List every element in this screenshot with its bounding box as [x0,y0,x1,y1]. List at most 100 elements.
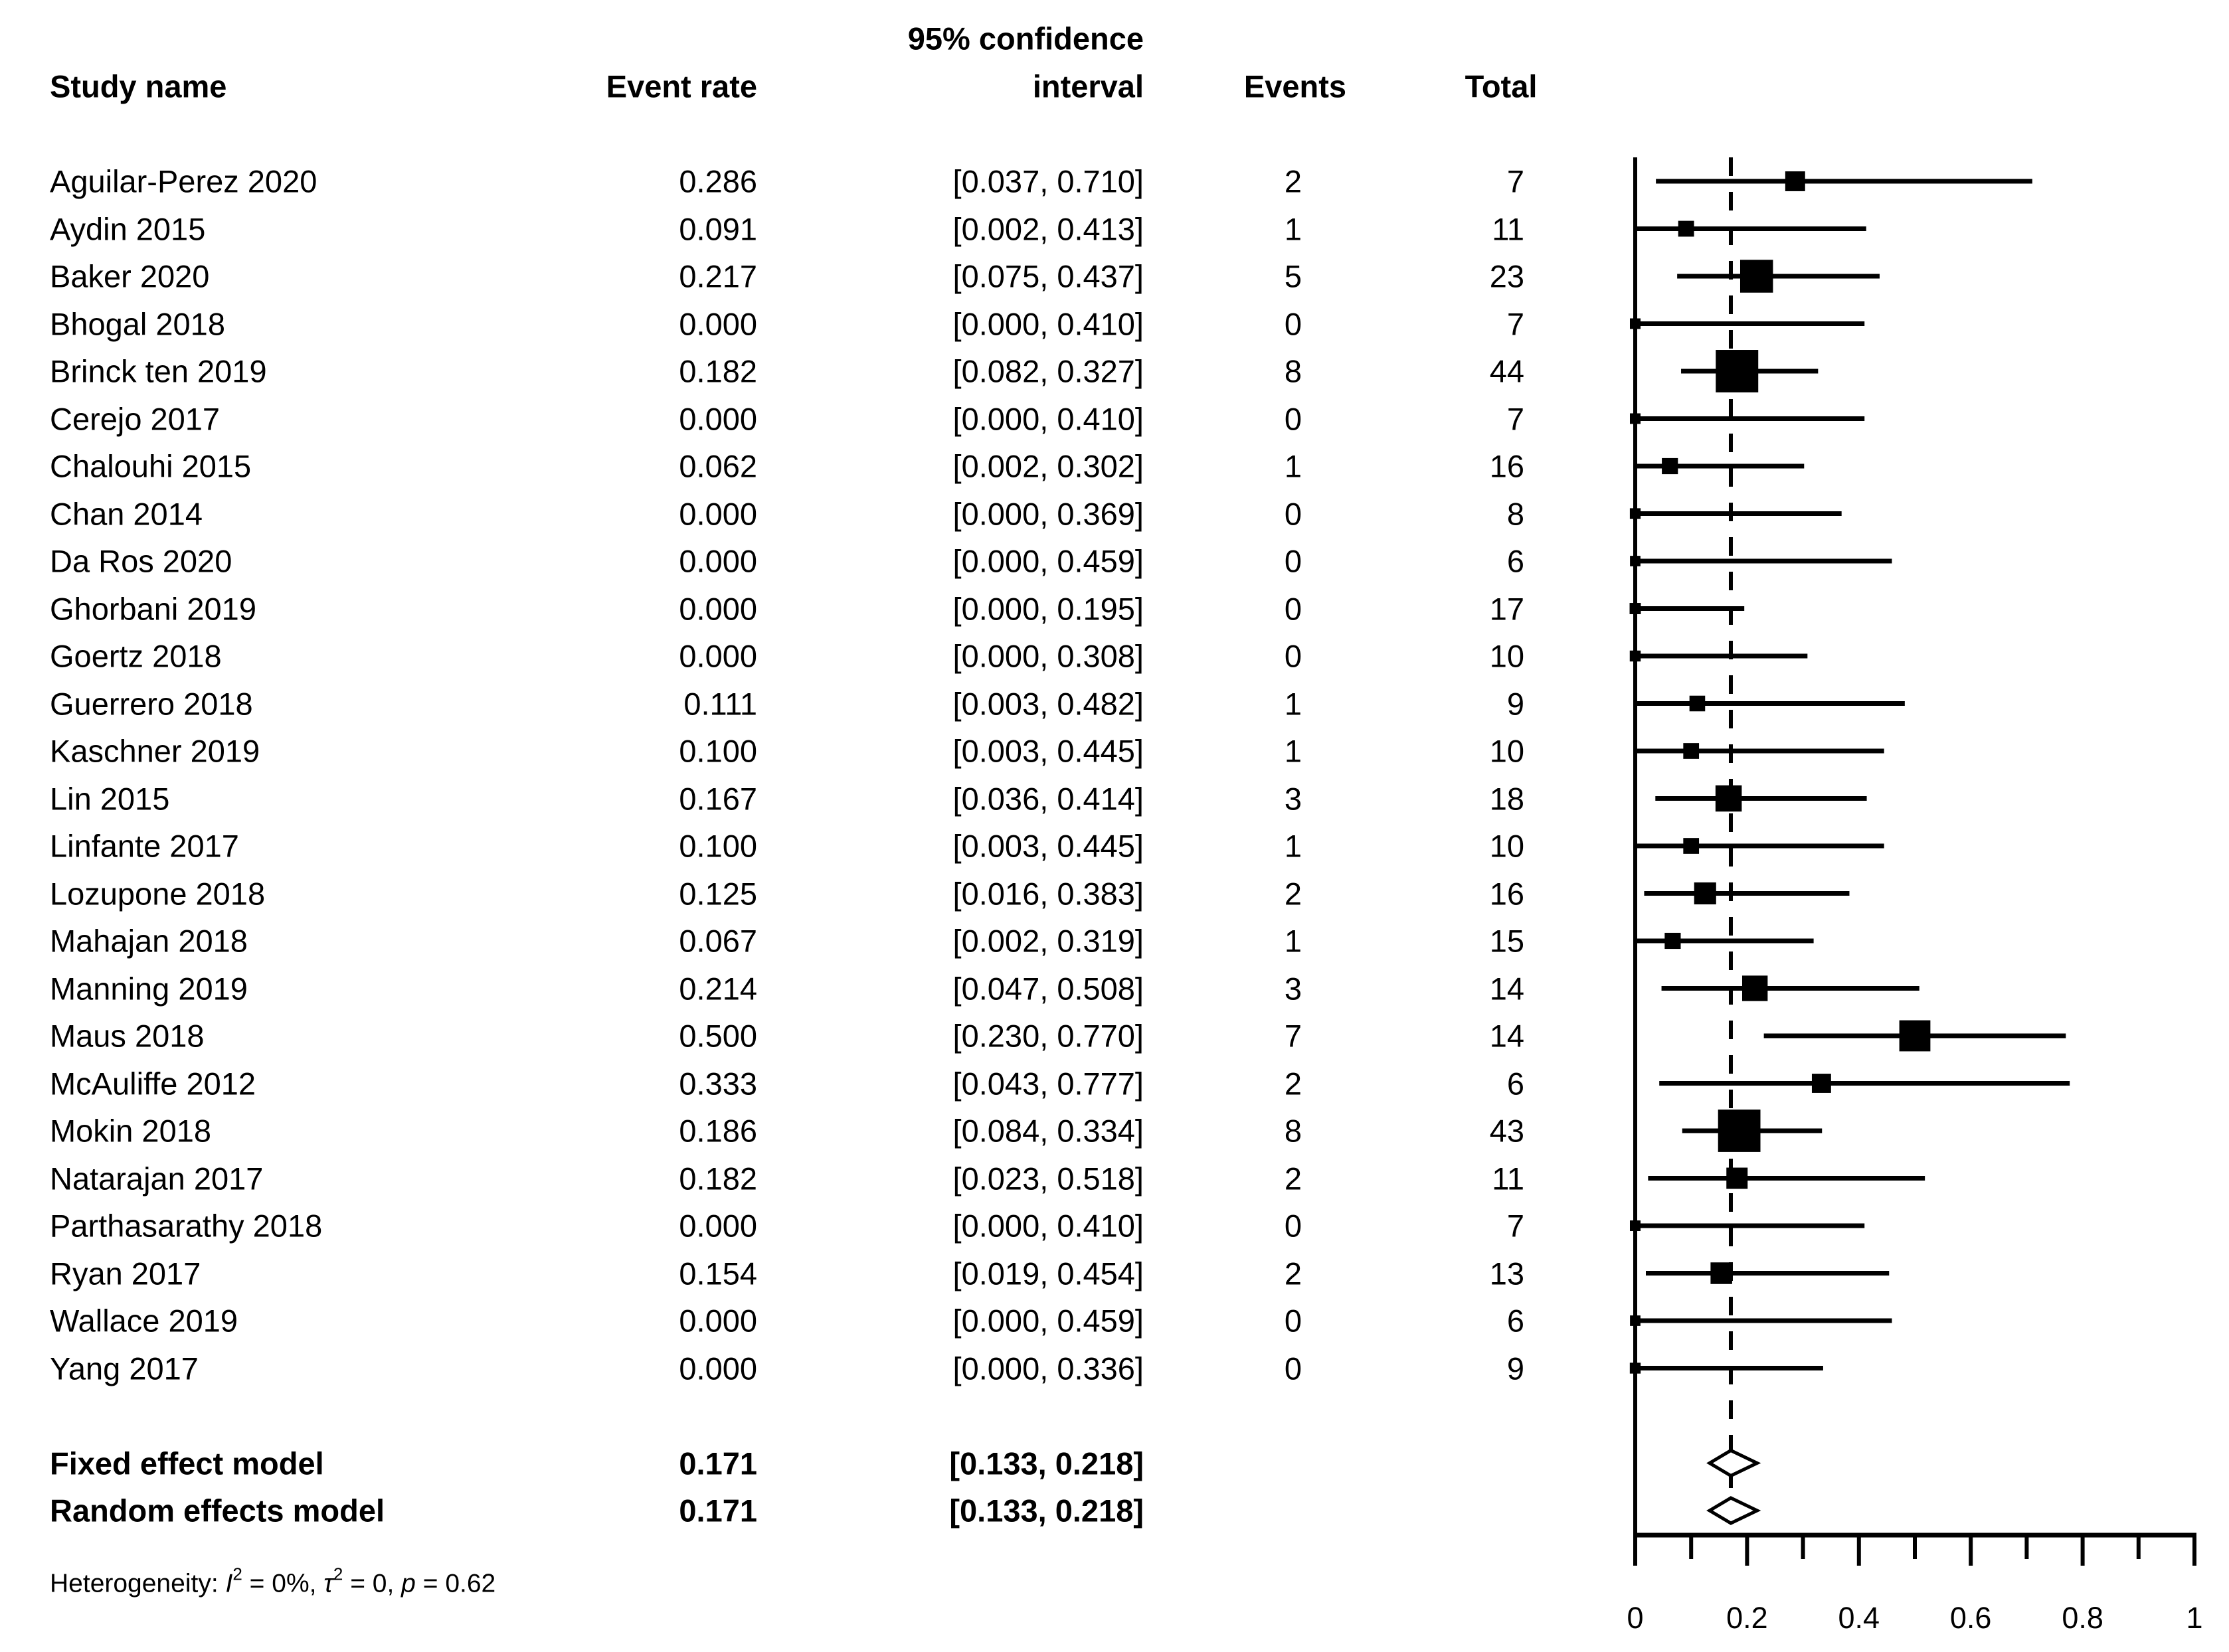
study-name: Natarajan 2017 [50,1161,264,1196]
event-rate-marker [1629,413,1641,424]
event-rate-value: 0.125 [679,876,757,911]
study-name: Manning 2019 [50,971,248,1006]
total-value: 14 [1489,971,1524,1006]
confidence-interval-value: [0.000, 0.308] [952,638,1144,674]
study-name: Mokin 2018 [50,1113,211,1149]
study-name: Yang 2017 [50,1351,199,1386]
x-axis-tick-label: 0.8 [2062,1601,2103,1635]
event-rate-value: 0.000 [679,1351,757,1386]
study-name: Mahajan 2018 [50,923,248,959]
study-name: Brinck ten 2019 [50,353,267,389]
events-value: 2 [1284,163,1302,199]
events-value: 0 [1284,1303,1302,1339]
total-value: 16 [1489,448,1524,484]
total-value: 9 [1506,1351,1524,1386]
confidence-interval-value: [0.000, 0.459] [952,1303,1144,1339]
x-axis-tick-label: 0.4 [1838,1601,1880,1635]
events-value: 1 [1284,828,1302,864]
event-rate-marker [1630,1315,1641,1326]
events-value: 0 [1284,306,1302,341]
events-value: 2 [1284,1066,1302,1101]
total-value: 16 [1489,876,1524,911]
total-value: 44 [1489,353,1524,389]
events-value: 0 [1284,591,1302,626]
col-header-study-name: Study name [50,68,227,104]
total-value: 7 [1506,306,1524,341]
confidence-interval-value: [0.037, 0.710] [952,163,1144,199]
study-name: Aydin 2015 [50,211,206,246]
event-rate-value: 0.000 [679,1208,757,1244]
total-value: 23 [1489,258,1524,294]
confidence-interval-value: [0.000, 0.410] [952,401,1144,436]
study-name: Da Ros 2020 [50,543,232,579]
heterogeneity-text-segment: I [225,1569,233,1598]
event-rate-value: 0.186 [679,1113,757,1149]
study-name: Maus 2018 [50,1018,205,1054]
total-value: 7 [1506,163,1524,199]
events-value: 0 [1284,401,1302,436]
study-name: Goertz 2018 [50,638,222,674]
events-value: 2 [1284,1256,1302,1291]
event-rate-value: 0.000 [679,401,757,436]
event-rate-value: 0.000 [679,496,757,531]
event-rate-marker [1683,838,1700,854]
x-axis-tick-label: 0.6 [1950,1601,1992,1635]
events-value: 1 [1284,211,1302,246]
confidence-interval-value: [0.003, 0.445] [952,733,1144,769]
event-rate-marker [1785,171,1805,191]
events-value: 3 [1284,781,1302,816]
event-rate-marker [1662,457,1678,475]
confidence-interval-value: [0.000, 0.410] [952,306,1144,341]
heterogeneity-text-segment: = 0, [343,1569,402,1598]
event-rate-marker [1683,743,1700,759]
x-axis-tick-label: 0 [1627,1601,1643,1635]
confidence-interval-value: [0.000, 0.336] [952,1351,1144,1386]
event-rate-value: 0.500 [679,1018,757,1054]
event-rate-value: 0.182 [679,353,757,389]
event-rate-value: 0.062 [679,448,757,484]
confidence-interval-value: [0.002, 0.319] [952,923,1144,959]
study-name: Wallace 2019 [50,1303,238,1339]
study-name: McAuliffe 2012 [50,1066,256,1101]
x-axis-tick-label: 1 [2186,1601,2202,1635]
event-rate-value: 0.182 [679,1161,757,1196]
col-header-total: Total [1465,68,1538,104]
event-rate-marker [1716,350,1759,392]
study-name: Kaschner 2019 [50,733,260,769]
total-value: 7 [1506,1208,1524,1244]
study-name: Parthasarathy 2018 [50,1208,323,1244]
event-rate-marker [1629,1220,1641,1232]
event-rate-marker [1739,260,1773,293]
confidence-interval-value: [0.047, 0.508] [952,971,1144,1006]
col-header-events: Events [1243,68,1347,104]
heterogeneity-note: Heterogeneity: I2 = 0%, τ2 = 0, p = 0.62 [50,1566,496,1598]
event-rate-value: 0.333 [679,1066,757,1101]
confidence-interval-value: [0.002, 0.302] [952,448,1144,484]
event-rate-value: 0.286 [679,163,757,199]
events-value: 2 [1284,876,1302,911]
study-name: Linfante 2017 [50,828,239,864]
events-value: 7 [1284,1018,1302,1054]
events-value: 1 [1284,733,1302,769]
events-value: 0 [1284,543,1302,579]
events-value: 1 [1284,448,1302,484]
study-name: Baker 2020 [50,258,210,294]
confidence-interval-value: [0.000, 0.410] [952,1208,1144,1244]
summary-event-rate-value: 0.171 [679,1493,757,1528]
study-name: Guerrero 2018 [50,686,253,721]
event-rate-marker [1726,1167,1748,1189]
total-value: 11 [1492,211,1524,246]
study-name: Lin 2015 [50,781,170,816]
study-name: Chan 2014 [50,496,203,531]
summary-confidence-interval-value: [0.133, 0.218] [949,1446,1144,1481]
event-rate-value: 0.214 [679,971,757,1006]
events-value: 8 [1284,1113,1302,1149]
event-rate-marker [1899,1020,1931,1052]
heterogeneity-text-segment: = 0.62 [415,1569,496,1598]
summary-model-label: Fixed effect model [50,1446,324,1481]
study-name: Lozupone 2018 [50,876,266,911]
event-rate-value: 0.091 [679,211,757,246]
study-name: Aguilar-Perez 2020 [50,163,317,199]
events-value: 3 [1284,971,1302,1006]
